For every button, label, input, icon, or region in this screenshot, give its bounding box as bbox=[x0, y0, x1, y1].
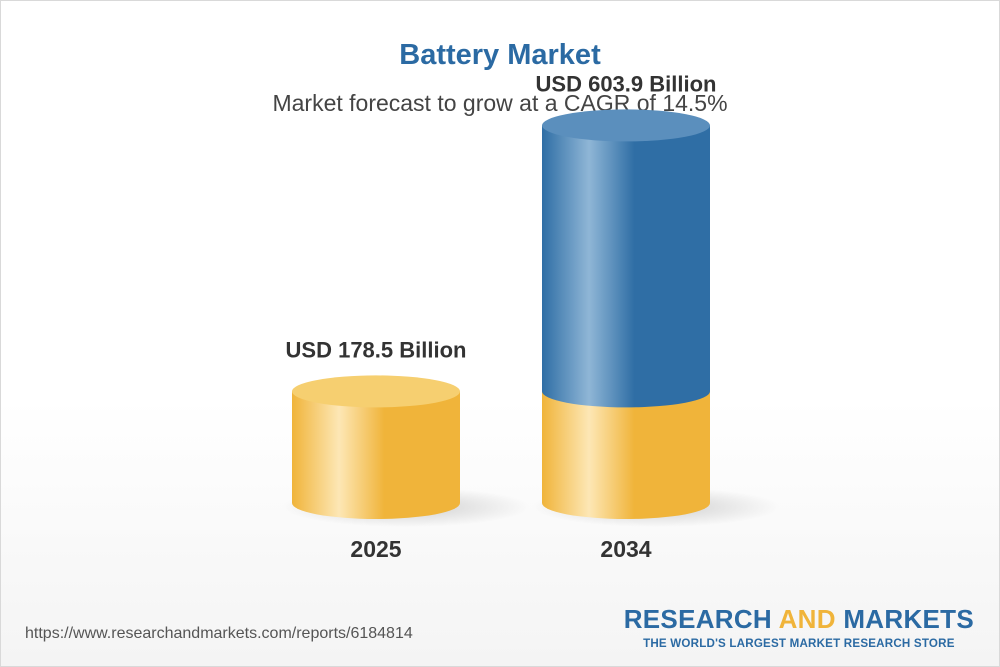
bar-growth-2034 bbox=[542, 125, 710, 408]
brand-and: AND bbox=[778, 604, 836, 634]
category-label-2034: 2034 bbox=[600, 536, 651, 562]
chart-title: Battery Market bbox=[399, 39, 601, 71]
source-url[interactable]: https://www.researchandmarkets.com/repor… bbox=[25, 625, 413, 642]
brand-markets: MARKETS bbox=[835, 604, 974, 634]
bar-base-2025 bbox=[292, 391, 460, 519]
value-label-2025: USD 178.5 Billion bbox=[286, 337, 467, 362]
bar-base-2034 bbox=[542, 391, 710, 519]
brand-logo: RESEARCH AND MARKETS THE WORLD'S LARGEST… bbox=[624, 605, 974, 650]
brand-tagline: THE WORLD'S LARGEST MARKET RESEARCH STOR… bbox=[643, 637, 955, 650]
bar-top-2025 bbox=[292, 375, 460, 408]
category-label-2025: 2025 bbox=[350, 536, 401, 562]
brand-research: RESEARCH bbox=[623, 604, 779, 634]
bar-top-2034 bbox=[542, 109, 710, 142]
value-label-2034: USD 603.9 Billion bbox=[536, 71, 717, 96]
